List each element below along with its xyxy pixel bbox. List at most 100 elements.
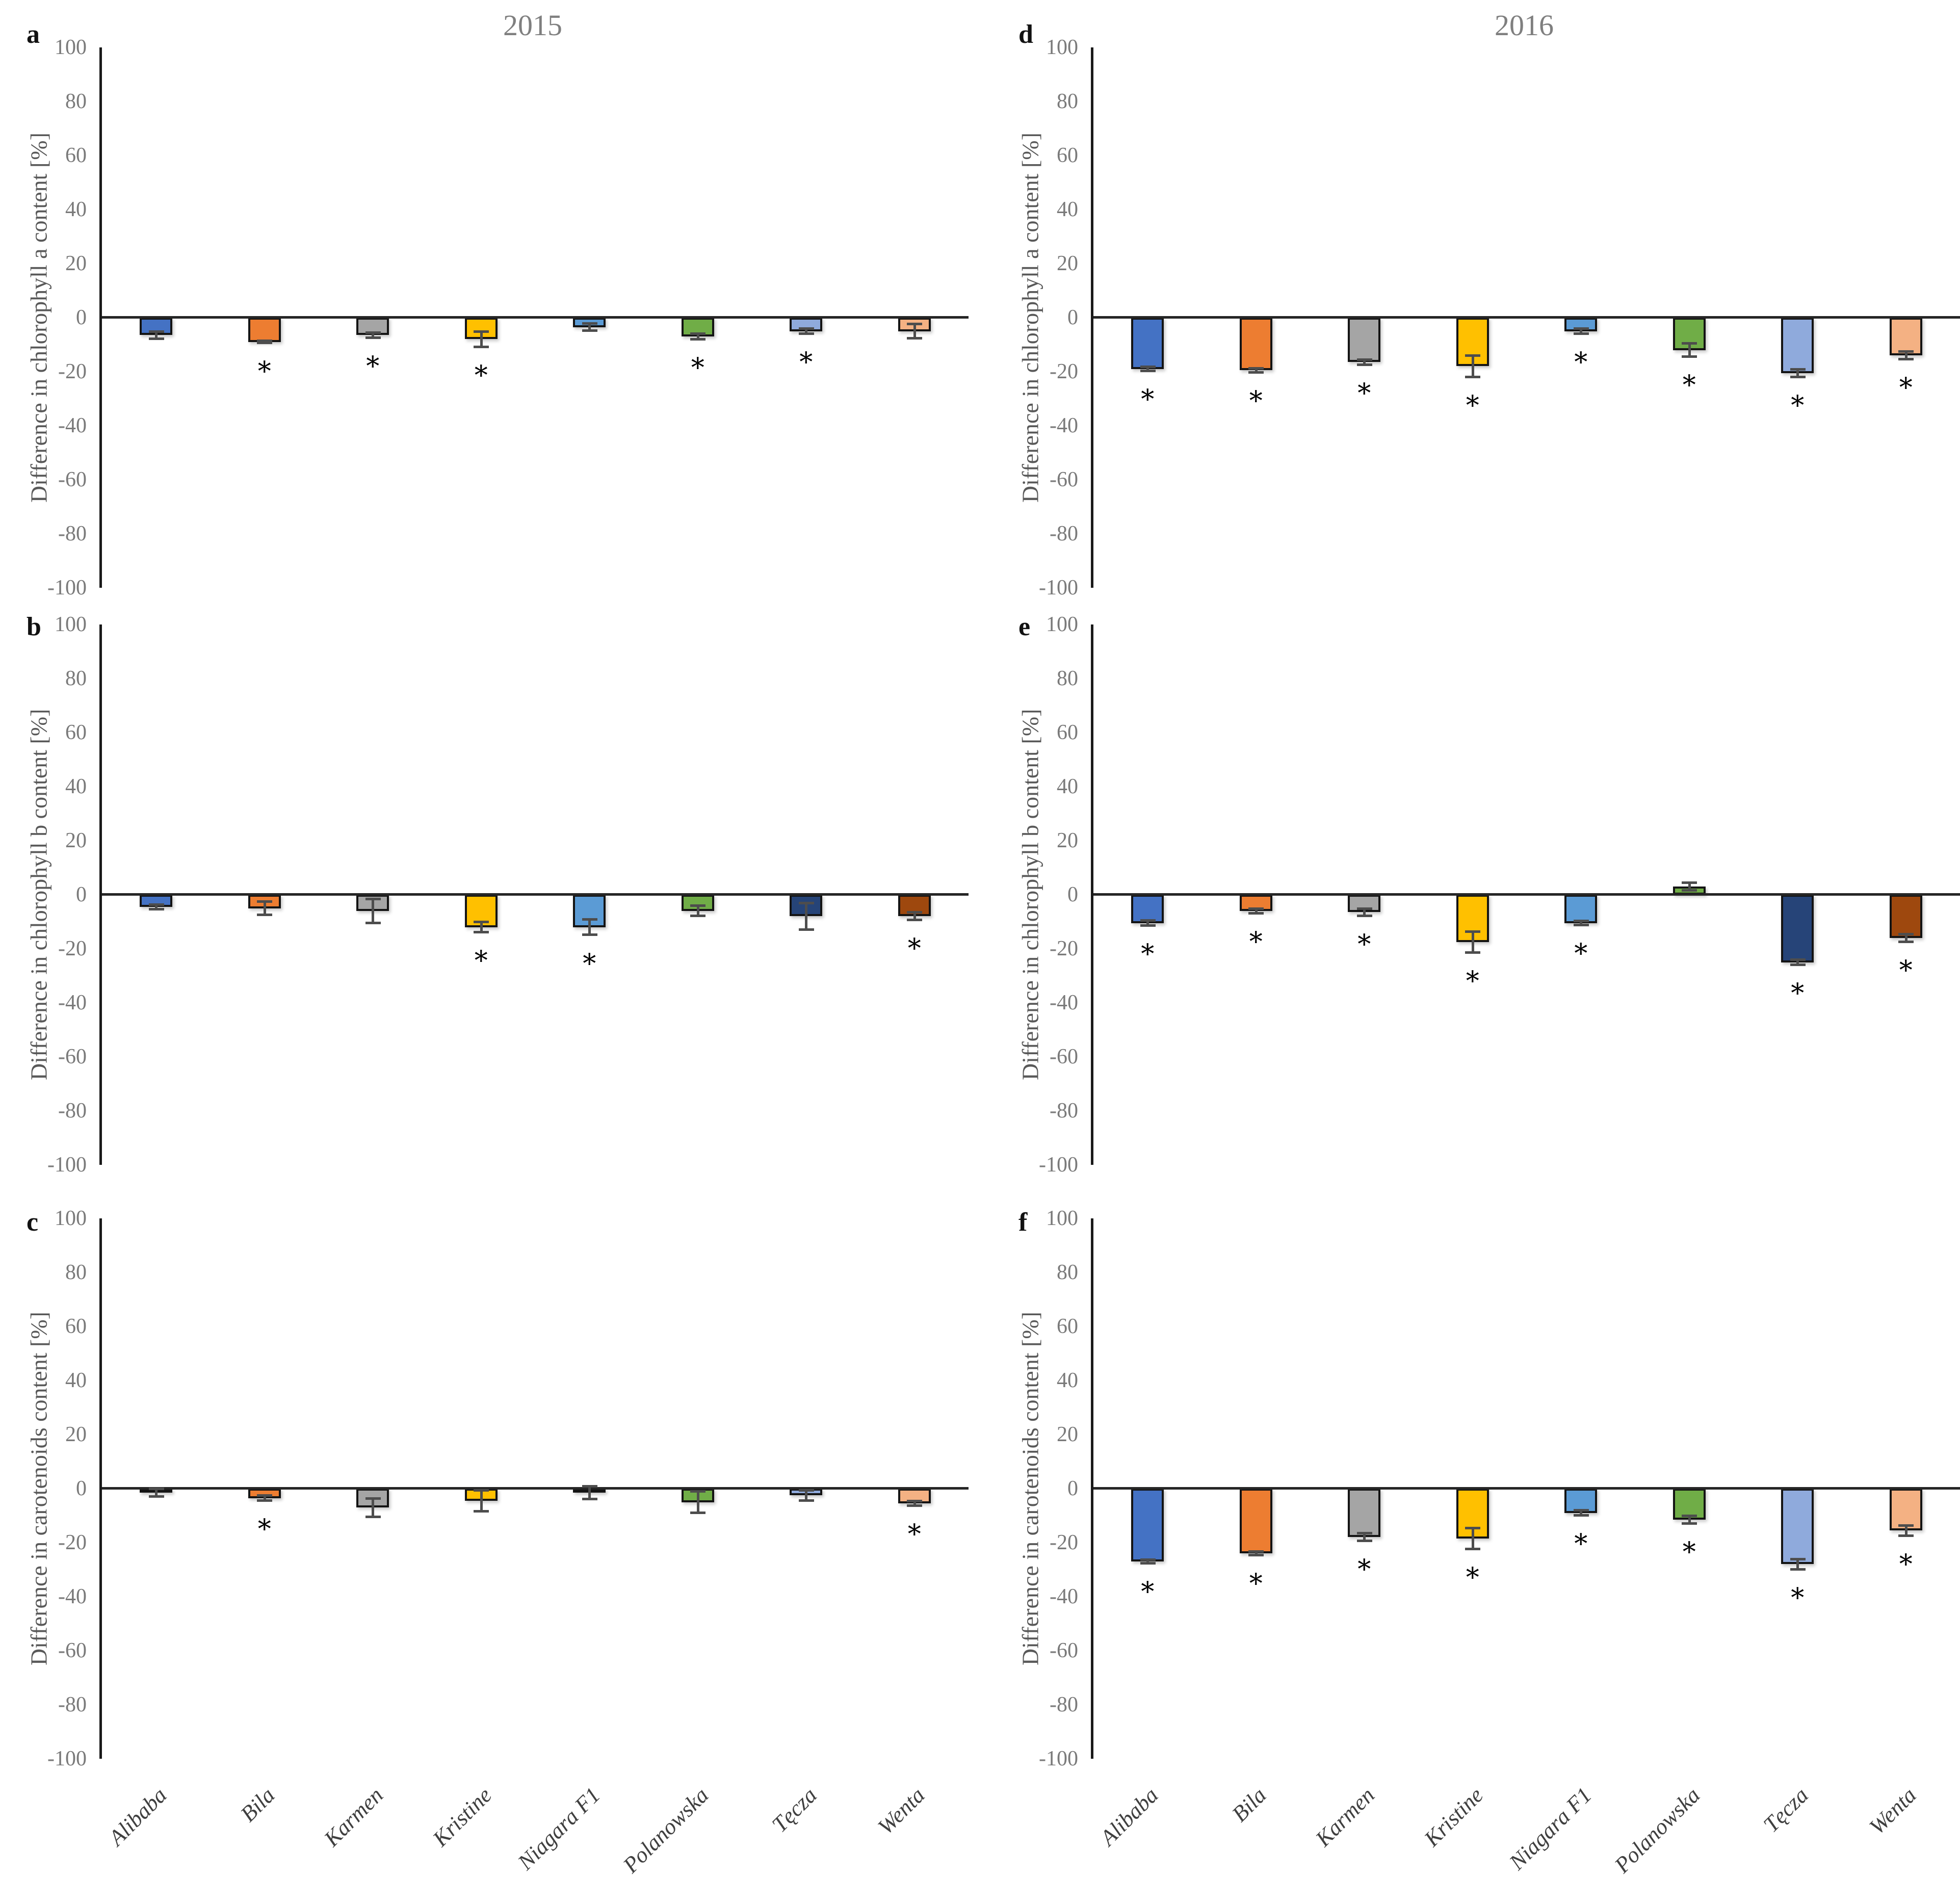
error-bar [263, 1495, 266, 1501]
significance-star: * [1574, 1529, 1588, 1559]
error-bar [480, 331, 483, 348]
error-bar [1796, 1558, 1799, 1570]
chart-panel-d: Difference in chlorophyll a content [%] … [1017, 36, 1960, 600]
y-tick-label: 20 [1057, 252, 1078, 275]
error-bar [480, 1490, 483, 1512]
x-category-label: Wenta [1864, 1782, 1922, 1839]
error-bar [155, 331, 158, 340]
x-category-label: Polanowska [1609, 1782, 1705, 1878]
error-bar [1796, 369, 1799, 377]
y-tick-label: -20 [58, 937, 87, 960]
significance-star: * [1249, 1568, 1263, 1599]
y-tick-label: -60 [1050, 1639, 1078, 1662]
panel-letter-a: a [27, 20, 40, 49]
error-bar [1688, 1516, 1691, 1524]
error-bar [1471, 355, 1474, 377]
error-bar [1688, 343, 1691, 357]
y-tick-label: 100 [55, 613, 87, 636]
significance-star: * [1791, 978, 1805, 1009]
y-tick-label: -100 [1039, 576, 1078, 600]
y-tick-label: -40 [58, 414, 87, 437]
error-bar [805, 328, 808, 334]
y-tick-label: 0 [76, 306, 87, 329]
y-tick-label: -60 [58, 468, 87, 491]
y-tick-label: 0 [76, 1477, 87, 1500]
error-bar [263, 901, 266, 915]
y-tick-label: 0 [1067, 1477, 1078, 1500]
zero-axis-line [1093, 316, 1960, 319]
y-axis-ticks: 100 80 60 40 20 0 -20 -40 -60 -80 -100 [1022, 1207, 1083, 1770]
bar-tęcza [1781, 895, 1814, 962]
error-bar [696, 1491, 699, 1513]
error-bar [372, 898, 375, 923]
y-tick-label: 20 [1057, 1423, 1078, 1446]
x-category-label: Tęcza [767, 1782, 822, 1837]
significance-star: * [1357, 1554, 1371, 1585]
y-tick-label: -100 [47, 576, 87, 600]
chart-panel-b: Difference in chlorophyll b content [%] … [26, 613, 969, 1177]
y-tick-label: 20 [65, 252, 87, 275]
panel-letter-b: b [27, 612, 41, 641]
plot-area: * * [99, 1218, 969, 1759]
error-bar [372, 332, 375, 338]
y-tick-label: -20 [1050, 360, 1078, 383]
y-tick-label: 100 [1046, 1207, 1078, 1230]
error-bar [913, 323, 916, 339]
significance-star: * [1466, 966, 1479, 997]
y-tick-label: -60 [58, 1639, 87, 1662]
error-bar [1363, 1533, 1366, 1542]
y-tick-label: 0 [1067, 306, 1078, 329]
y-tick-label: 20 [1057, 829, 1078, 852]
error-bar [588, 919, 591, 935]
y-tick-label: -40 [1050, 414, 1078, 437]
chart-panel-f: Difference in carotenoids content [%] 10… [1017, 1207, 1960, 1770]
bar-karmen [1348, 318, 1381, 362]
bar-bila [248, 318, 281, 342]
y-tick-label: 40 [65, 1369, 87, 1392]
plot-area: * * * * * [99, 47, 969, 588]
y-tick-label: -100 [1039, 1747, 1078, 1770]
y-tick-label: 40 [1057, 198, 1078, 221]
bar-alibaba [1131, 1489, 1164, 1562]
y-tick-label: -100 [47, 1747, 87, 1770]
significance-star: * [257, 1514, 271, 1545]
error-bar [913, 912, 916, 921]
plot-area: * * * [99, 624, 969, 1165]
chart-panel-c: Difference in carotenoids content [%] 10… [26, 1207, 969, 1770]
significance-star: * [1357, 929, 1371, 960]
significance-star: * [1466, 1562, 1479, 1594]
error-bar [155, 1489, 158, 1497]
y-tick-label: 20 [65, 829, 87, 852]
error-bar [372, 1498, 375, 1517]
error-bar [1904, 1525, 1907, 1536]
y-tick-label: -40 [1050, 1585, 1078, 1608]
y-tick-label: -80 [58, 522, 87, 545]
y-tick-label: 60 [1057, 144, 1078, 167]
chart-panel-a: Difference in chlorophyll a content [%] … [26, 36, 969, 600]
error-bar [263, 341, 266, 344]
error-bar [1904, 351, 1907, 360]
y-tick-label: -60 [1050, 1045, 1078, 1069]
significance-star: * [474, 360, 488, 392]
y-tick-label: -100 [47, 1153, 87, 1177]
y-tick-label: 100 [1046, 613, 1078, 636]
significance-star: * [1141, 939, 1155, 970]
x-category-label: Kristine [428, 1782, 497, 1852]
error-bar [1796, 959, 1799, 965]
y-tick-label: -80 [1050, 522, 1078, 545]
significance-star: * [1899, 955, 1913, 986]
y-tick-label: -60 [1050, 468, 1078, 491]
y-tick-label: 40 [65, 198, 87, 221]
panel-letter-d: d [1018, 20, 1033, 49]
plot-area: * * * * * * * [1091, 624, 1960, 1165]
y-tick-label: 40 [1057, 775, 1078, 798]
y-tick-label: 60 [65, 144, 87, 167]
significance-star: * [1791, 1583, 1805, 1613]
significance-star: * [583, 948, 596, 979]
significance-star: * [1682, 370, 1696, 401]
error-bar [1146, 1559, 1149, 1564]
bar-niagara-f1 [1564, 895, 1598, 923]
error-bar [805, 902, 808, 930]
error-bar [1363, 908, 1366, 917]
